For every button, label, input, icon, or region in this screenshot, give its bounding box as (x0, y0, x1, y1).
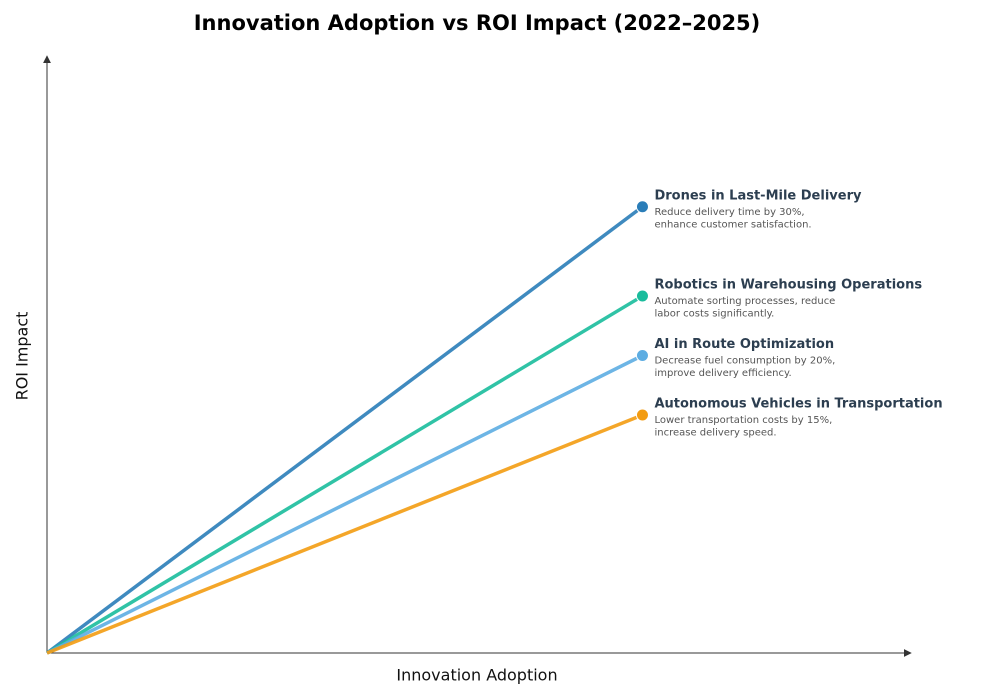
series-name: AI in Route Optimization (654, 337, 834, 352)
series-name: Autonomous Vehicles in Transportation (654, 397, 942, 412)
series-name: Robotics in Warehousing Operations (654, 278, 922, 293)
x-axis-label: Innovation Adoption (396, 666, 557, 685)
series-description: enhance customer satisfaction. (654, 219, 811, 230)
series-description: improve delivery efficiency. (654, 368, 791, 379)
y-axis-label: ROI Impact (13, 312, 32, 401)
series-description: labor costs significantly. (654, 309, 774, 320)
series-line (45, 205, 644, 655)
series-name: Drones in Last-Mile Delivery (654, 188, 862, 203)
end-marker (635, 200, 649, 214)
end-marker (635, 289, 649, 303)
chart-title: Innovation Adoption vs ROI Impact (2022–… (194, 11, 761, 35)
end-marker (635, 408, 649, 422)
series-line (46, 413, 644, 655)
end-marker (635, 349, 649, 362)
series-line (46, 294, 644, 655)
series-description: increase delivery speed. (654, 428, 776, 439)
series-description: Automate sorting processes, reduce (654, 296, 835, 307)
series-description: Lower transportation costs by 15%, (654, 415, 832, 426)
series-description: Reduce delivery time by 30%, (654, 207, 804, 218)
series-line (46, 353, 644, 655)
series-description: Decrease fuel consumption by 20%, (654, 356, 835, 367)
